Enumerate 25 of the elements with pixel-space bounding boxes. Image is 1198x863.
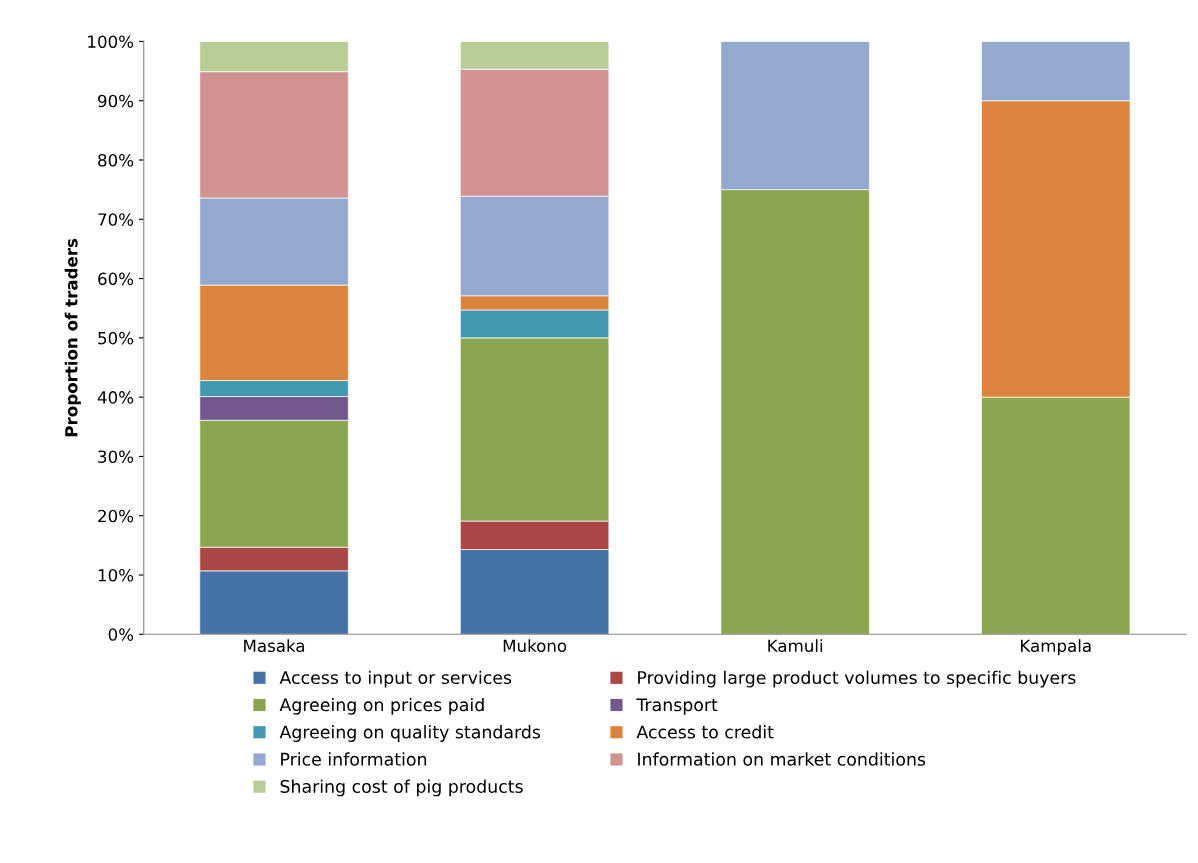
legend-label: Sharing cost of pig products: [280, 779, 523, 797]
x-tick-label: Kampala: [1021, 639, 1091, 656]
y-tick-label: 100%: [88, 35, 134, 48]
legend-label: Providing large product volumes to specific buyers: [638, 670, 1076, 688]
x-tick-label: Mukono: [503, 639, 567, 653]
legend-label: Price information: [281, 752, 427, 766]
y-tick-label: 30%: [98, 450, 134, 464]
x-tick-label: Masaka: [244, 639, 305, 653]
y-tick-label: 10%: [98, 568, 134, 582]
y-tick-label: 90%: [98, 94, 134, 108]
legend-label: Agreeing on prices paid: [279, 697, 484, 715]
y-tick-label: 40%: [97, 391, 134, 404]
y-tick-label: 70%: [98, 213, 134, 226]
y-tick-label: 80%: [98, 153, 134, 167]
legend-label: Information on market conditions: [638, 752, 926, 766]
x-tick-label: Kamuli: [768, 639, 823, 653]
legend-label: Access to input or services: [279, 670, 512, 688]
y-axis-title: Proportion of traders: [64, 238, 81, 437]
y-tick-label: 0%: [108, 628, 134, 641]
y-tick-label: 50%: [98, 331, 134, 345]
legend-label: Agreeing on quality standards: [279, 725, 541, 742]
y-tick-label: 60%: [98, 272, 134, 286]
y-tick-label: 20%: [98, 509, 134, 523]
legend-label: Transport: [636, 698, 718, 715]
legend-label: Access to credit: [636, 725, 774, 739]
